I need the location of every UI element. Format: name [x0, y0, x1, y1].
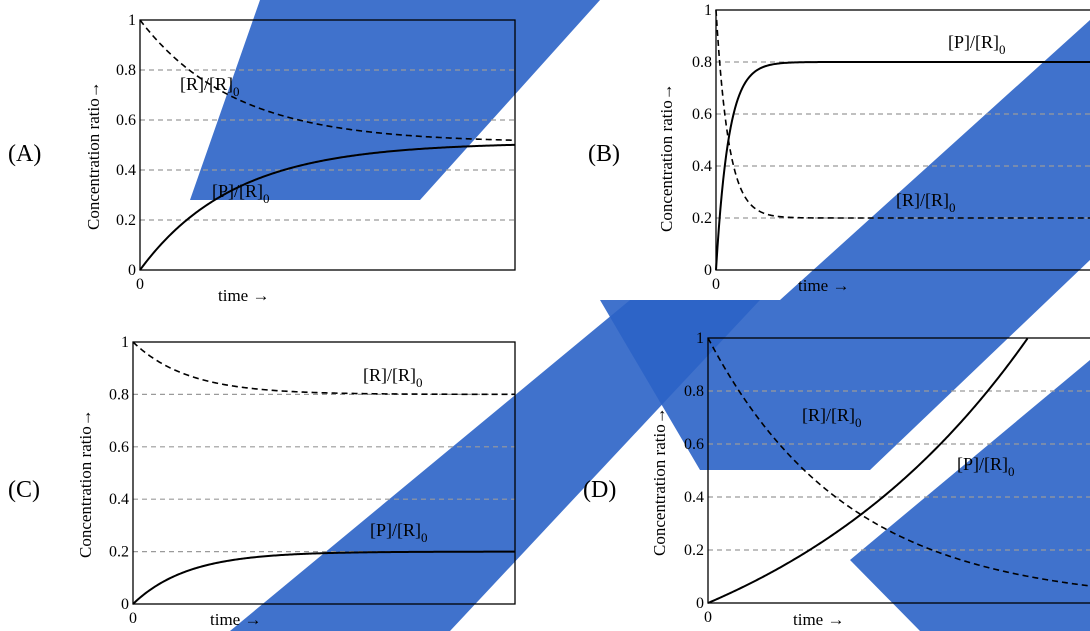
y-tick-label: 0.4 [109, 491, 129, 508]
series-label-p: [P]/[R]0 [948, 32, 1006, 57]
series-r-line [715, 9, 1090, 219]
series-label-p: [P]/[R]0 [212, 181, 270, 206]
y-tick-label: 0.8 [692, 54, 712, 71]
series-label-p: [P]/[R]0 [370, 520, 428, 545]
y-tick-label: 0.6 [109, 439, 129, 456]
y-tick-label: 0.2 [109, 544, 129, 561]
y-axis-label: Concentration ratio→ [84, 81, 103, 230]
panel-label-a: (A) [8, 141, 42, 167]
x-tick-label: 0 [136, 276, 144, 293]
gridlines [708, 390, 1090, 551]
y-tick-label: 1 [696, 330, 704, 347]
series-p-line [707, 337, 1029, 604]
series-label-p: [P]/[R]0 [957, 454, 1015, 479]
y-tick-label: 0.4 [684, 489, 704, 506]
series-label-r: [R]/[R]0 [180, 74, 240, 99]
plot-frame [132, 341, 516, 605]
panel-label-c: (C) [8, 477, 40, 503]
y-tick-label: 1 [121, 334, 129, 351]
y-tick-label: 0.2 [684, 542, 704, 559]
x-axis-label: time → [210, 610, 261, 629]
plot-frame [715, 9, 1090, 271]
y-tick-label: 0.2 [116, 212, 136, 229]
watermark-stroke-4 [190, 0, 600, 200]
x-axis-label: time → [798, 276, 849, 295]
x-axis-label: time → [218, 286, 269, 305]
watermark-stroke-1 [230, 300, 760, 631]
watermark-stroke-3 [850, 360, 1090, 631]
series-r-line [707, 337, 1090, 587]
series-label-r: [R]/[R]0 [363, 365, 423, 390]
y-tick-label: 0.8 [684, 383, 704, 400]
series-r-line [139, 19, 516, 142]
y-tick-label: 0.4 [692, 158, 712, 175]
y-tick-label: 0.6 [116, 112, 136, 129]
panel-label-d: (D) [583, 477, 617, 503]
y-axis-label: Concentration ratio→ [76, 409, 95, 558]
y-tick-label: 0 [128, 262, 136, 279]
y-tick-label: 0 [121, 596, 129, 613]
series-p-line [715, 61, 1090, 271]
x-tick-label: 0 [712, 276, 720, 293]
y-tick-label: 0.4 [116, 162, 136, 179]
x-axis-label: time → [793, 610, 844, 629]
y-tick-label: 0 [696, 595, 704, 612]
watermark-stroke-2 [600, 20, 1090, 470]
panel-label-b: (B) [588, 141, 620, 167]
series-label-r: [R]/[R]0 [802, 405, 862, 430]
y-axis-label: Concentration ratio→ [650, 407, 669, 556]
series-p-line [132, 550, 515, 605]
y-tick-label: 0.8 [109, 386, 129, 403]
y-axis-label: Concentration ratio→ [657, 83, 676, 232]
plot-frame [707, 337, 1090, 604]
y-tick-label: 1 [704, 2, 712, 19]
y-tick-label: 0.6 [684, 436, 704, 453]
y-tick-label: 1 [128, 12, 136, 29]
y-tick-label: 0.2 [692, 210, 712, 227]
y-tick-label: 0.8 [116, 62, 136, 79]
series-r-line [132, 341, 515, 396]
series-label-r: [R]/[R]0 [896, 190, 956, 215]
x-tick-label: 0 [129, 610, 137, 627]
y-tick-label: 0 [704, 262, 712, 279]
y-tick-label: 0.6 [692, 106, 712, 123]
series-p-line [139, 143, 516, 271]
x-tick-label: 0 [704, 609, 712, 626]
